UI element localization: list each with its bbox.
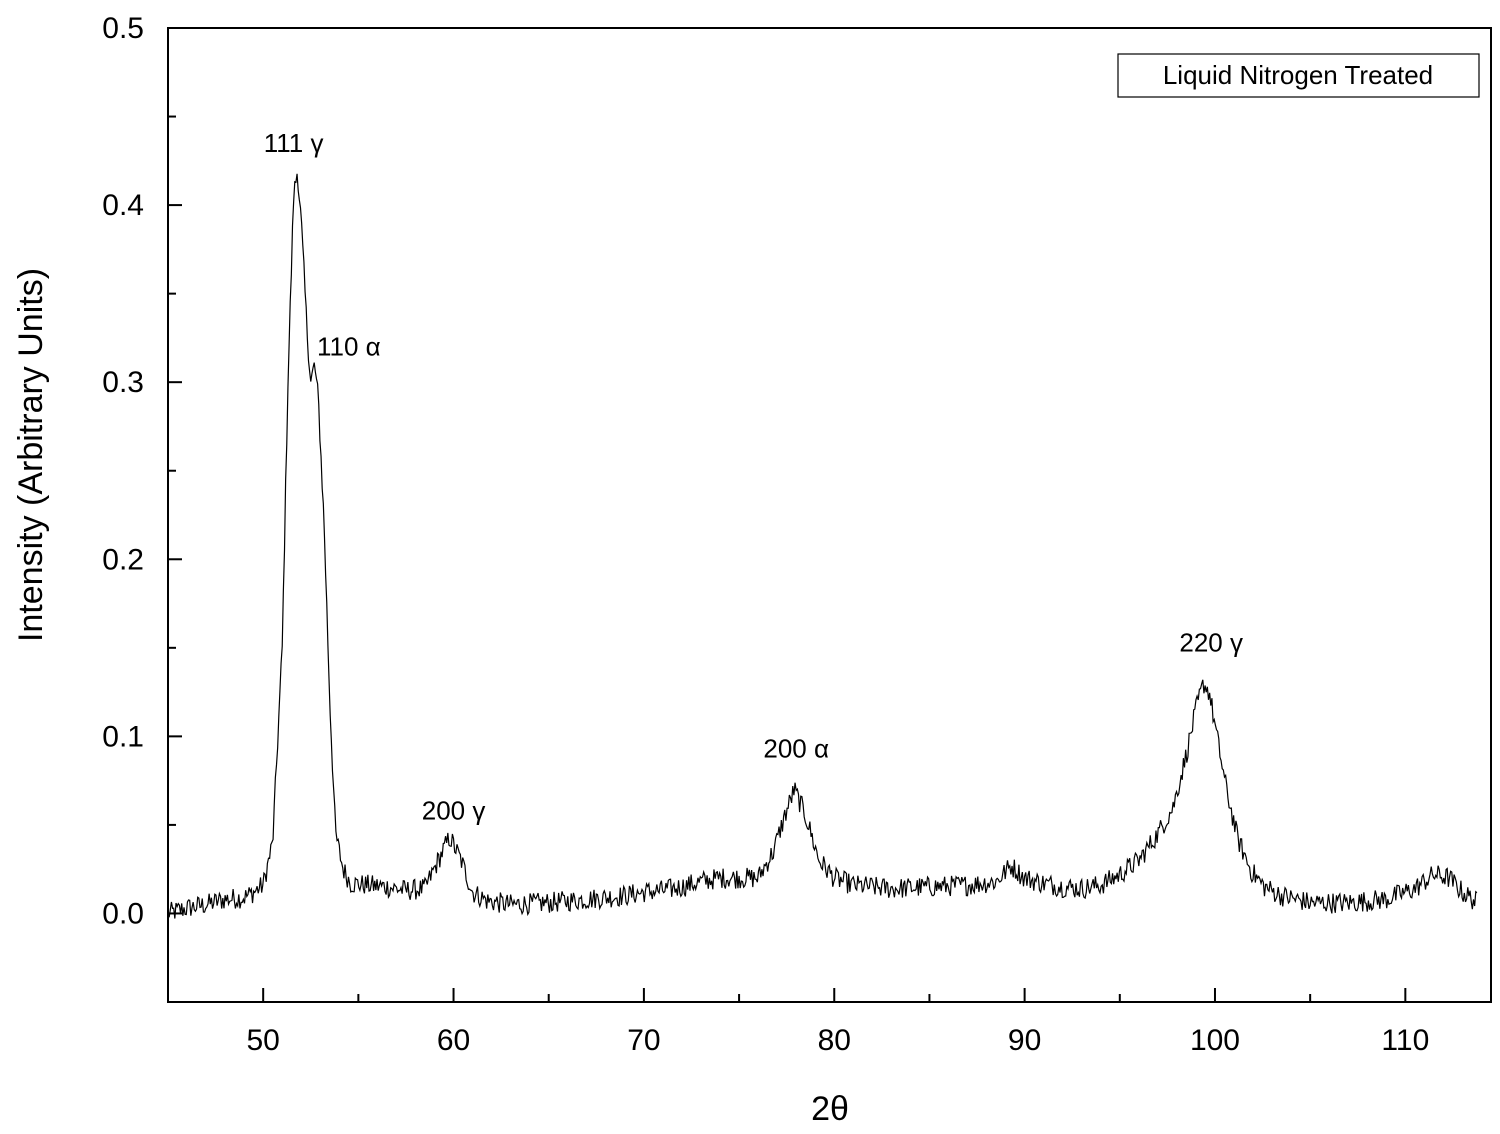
- x-tick-label: 70: [627, 1024, 660, 1057]
- y-tick-label: 0.2: [102, 543, 144, 576]
- x-axis-title: 2θ: [811, 1090, 849, 1128]
- x-axis-ticks: 50 60 70 80 90 100 110: [246, 988, 1429, 1057]
- peak-label: 220 γ: [1179, 627, 1243, 657]
- x-tick-label: 80: [818, 1024, 851, 1057]
- y-tick-label: 0.3: [102, 366, 144, 399]
- y-tick-label: 0.0: [102, 897, 144, 930]
- peak-label: 111 γ: [264, 128, 324, 158]
- peak-annotations: 111 γ 110 α 200 γ 200 α 220 γ: [264, 128, 1243, 826]
- legend-box: [1117, 53, 1480, 98]
- y-tick-label: 0.5: [102, 12, 144, 45]
- y-tick-label: 0.1: [102, 720, 144, 753]
- x-tick-label: 60: [437, 1024, 470, 1057]
- x-tick-label: 90: [1008, 1024, 1041, 1057]
- peak-label: 110 α: [317, 332, 381, 362]
- legend-label: Liquid Nitrogen Treated: [1163, 60, 1433, 90]
- y-axis-title: Intensity (Arbitrary Units): [12, 268, 50, 642]
- plot-frame: [167, 27, 1492, 1003]
- x-tick-label: 50: [246, 1024, 279, 1057]
- legend: Liquid Nitrogen Treated: [1117, 53, 1480, 98]
- x-tick-label: 110: [1381, 1024, 1429, 1057]
- y-axis-ticks: 0.0 0.1 0.2 0.3 0.4 0.5: [102, 12, 182, 1003]
- peak-label: 200 α: [763, 734, 829, 764]
- series-line: [167, 173, 1478, 919]
- peak-label: 200 γ: [422, 796, 486, 826]
- y-tick-label: 0.4: [102, 189, 144, 222]
- x-tick-label: 100: [1190, 1024, 1240, 1057]
